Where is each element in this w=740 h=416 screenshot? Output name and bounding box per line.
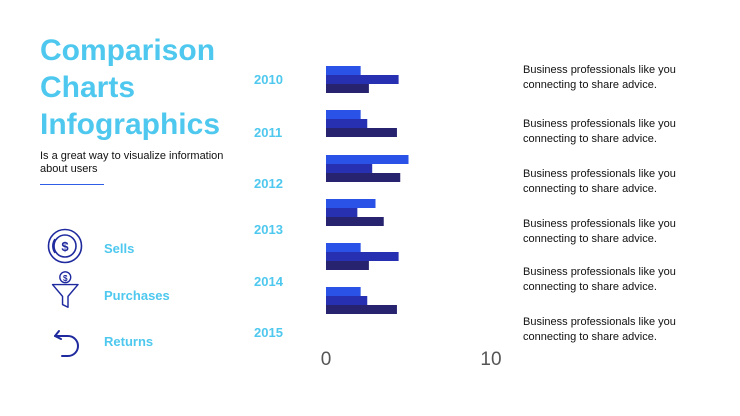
page-title: Comparison Charts Infographics (40, 34, 221, 141)
description-2012: Business professionals like you connecti… (523, 168, 676, 195)
bar-2011-returns (326, 128, 397, 137)
bar-2013-purchases (326, 208, 358, 217)
bar-2010-purchases (326, 75, 399, 84)
year-label-2011: 2011 (254, 125, 283, 140)
x-tick-label-0: 0 (321, 349, 332, 370)
bar-2014-sells (326, 243, 361, 252)
description-2014: Business professionals like you connecti… (523, 266, 676, 293)
bar-2012-purchases (326, 164, 373, 173)
year-label-2010: 2010 (254, 72, 283, 87)
year-label-2013: 2013 (254, 222, 283, 237)
year-label-2015: 2015 (254, 325, 283, 340)
coin-circle-icon: $ (47, 228, 83, 264)
legend-label-returns: Returns (104, 334, 154, 349)
bar-2011-purchases (326, 119, 368, 128)
bar-2015-returns (326, 305, 397, 314)
bar-2013-returns (326, 217, 384, 226)
bar-2010-sells (326, 66, 361, 75)
bar-2012-sells (326, 155, 409, 164)
bar-2012-returns (326, 173, 401, 182)
bar-2011-sells (326, 110, 361, 119)
coin-funnel-icon: $ (51, 271, 79, 308)
description-2011: Business professionals like you connecti… (523, 118, 676, 145)
year-label-2014: 2014 (254, 274, 283, 289)
bar-2014-purchases (326, 252, 399, 261)
return-arrow-icon (54, 330, 79, 357)
legend-label-purchases: Purchases (104, 288, 170, 303)
bar-2015-sells (326, 287, 361, 296)
bar-2010-returns (326, 84, 369, 93)
svg-text:$: $ (61, 239, 69, 254)
bar-2013-sells (326, 199, 376, 208)
description-2010: Business professionals like you connecti… (523, 64, 676, 91)
x-tick-label-10: 10 (480, 349, 501, 370)
description-2013: Business professionals like you connecti… (523, 218, 676, 245)
title-divider (40, 184, 104, 185)
page-subtitle: Is a great way to visualize information … (40, 150, 224, 175)
description-2015: Business professionals like you connecti… (523, 316, 676, 343)
bar-2015-purchases (326, 296, 368, 305)
svg-text:$: $ (63, 274, 68, 283)
bar-2014-returns (326, 261, 369, 270)
legend-label-sells: Sells (104, 241, 135, 256)
year-label-2012: 2012 (254, 176, 283, 191)
